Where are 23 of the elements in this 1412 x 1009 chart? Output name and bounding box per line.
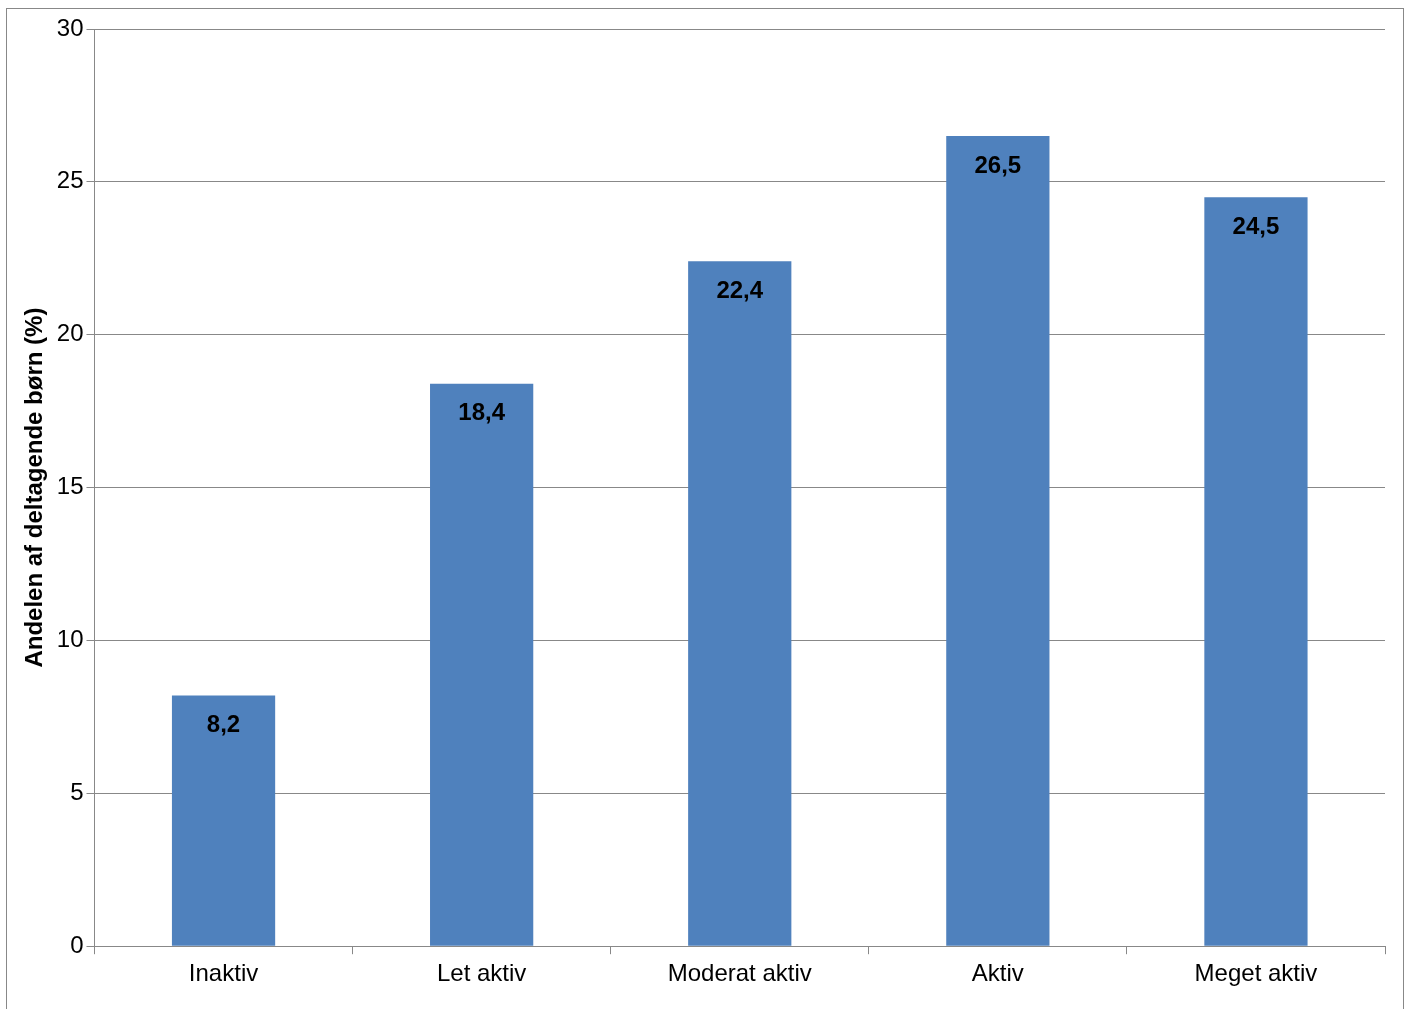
data-label: 22,4: [716, 275, 764, 303]
y-tick-label: 0: [70, 930, 84, 958]
bar: [1204, 197, 1308, 946]
y-tick-label: 15: [56, 472, 84, 500]
y-tick-label: 5: [70, 777, 84, 805]
x-tick-label: Inaktiv: [188, 959, 259, 987]
bar: [171, 695, 276, 946]
y-tick-label: 20: [56, 319, 84, 347]
data-label: 8,2: [206, 710, 241, 738]
data-label: 26,5: [974, 150, 1022, 178]
y-tick-label: 10: [56, 625, 84, 653]
bar: [946, 136, 1050, 946]
x-tick-label: Moderat aktiv: [667, 959, 812, 987]
bar: [430, 383, 534, 946]
x-tick-label: Meget aktiv: [1194, 959, 1318, 987]
bar: [688, 261, 792, 946]
y-tick-label: 30: [56, 13, 84, 41]
x-tick-label: Let aktiv: [436, 959, 527, 987]
data-label: 18,4: [458, 398, 506, 426]
x-tick-label: Aktiv: [971, 959, 1024, 987]
y-tick-label: 25: [56, 166, 84, 194]
y-axis-title: Andelen af deltagende børn (%): [20, 307, 48, 668]
data-label: 24,5: [1232, 211, 1280, 239]
